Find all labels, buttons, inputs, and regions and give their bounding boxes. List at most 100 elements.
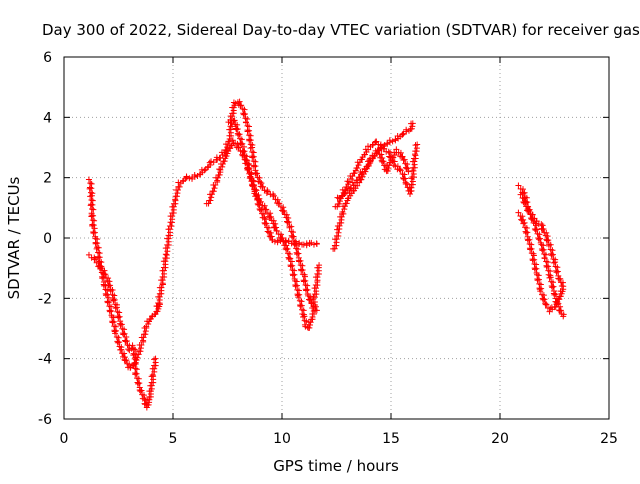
- data-point: [85, 251, 92, 258]
- data-point: [273, 227, 280, 234]
- data-point: [104, 291, 111, 298]
- data-point: [86, 185, 93, 192]
- data-point: [255, 201, 262, 208]
- data-point: [280, 238, 287, 245]
- data-point: [394, 133, 401, 140]
- data-point: [346, 186, 353, 193]
- data-point: [172, 193, 179, 200]
- y-tick-label: 4: [43, 110, 52, 126]
- data-point: [250, 163, 257, 170]
- data-point: [105, 282, 112, 289]
- data-point: [208, 194, 215, 201]
- data-point: [91, 256, 98, 263]
- data-point: [259, 184, 266, 191]
- y-tick-label: -4: [38, 352, 52, 368]
- data-point: [214, 177, 221, 184]
- data-point: [162, 251, 169, 258]
- data-point: [545, 242, 552, 249]
- data-point: [87, 202, 94, 209]
- data-point: [198, 166, 205, 173]
- data-point: [247, 173, 254, 180]
- data-point: [353, 177, 360, 184]
- series-rise-secondary: [203, 137, 323, 331]
- data-point: [126, 361, 133, 368]
- data-point: [257, 207, 264, 214]
- data-point: [162, 255, 169, 262]
- data-point: [274, 196, 281, 203]
- data-point: [85, 176, 92, 183]
- data-point: [249, 154, 256, 161]
- data-point: [90, 230, 97, 237]
- data-point: [224, 144, 231, 151]
- data-point: [551, 291, 558, 298]
- data-point: [95, 260, 102, 267]
- data-point: [535, 236, 542, 243]
- data-point: [227, 123, 234, 130]
- data-point: [311, 291, 318, 298]
- data-point: [409, 174, 416, 181]
- data-point: [284, 219, 291, 226]
- data-point: [289, 234, 296, 241]
- data-point: [206, 197, 213, 204]
- data-point: [264, 228, 271, 235]
- data-point: [300, 278, 307, 285]
- data-point: [313, 307, 320, 314]
- data-point: [235, 144, 242, 151]
- data-point: [244, 115, 251, 122]
- data-point: [400, 176, 407, 183]
- data-point: [408, 175, 415, 182]
- data-point: [261, 202, 268, 209]
- data-point: [106, 278, 113, 285]
- data-point: [209, 188, 216, 195]
- data-point: [263, 189, 270, 196]
- data-point: [159, 273, 166, 280]
- data-point: [546, 274, 553, 281]
- data-point: [520, 220, 527, 227]
- data-point: [278, 231, 285, 238]
- data-point: [279, 208, 286, 215]
- data-point: [310, 241, 317, 248]
- data-point: [164, 241, 171, 248]
- data-point: [525, 208, 532, 215]
- x-tick-label: 25: [600, 431, 618, 447]
- data-point: [87, 193, 94, 200]
- data-point: [267, 233, 274, 240]
- data-point: [397, 167, 404, 174]
- data-point: [264, 188, 271, 195]
- data-point: [373, 150, 380, 157]
- data-point: [402, 181, 409, 188]
- data-point: [240, 148, 247, 155]
- data-point: [175, 179, 182, 186]
- data-point: [331, 242, 338, 249]
- data-point: [170, 200, 177, 207]
- data-point: [532, 227, 539, 234]
- data-point: [519, 217, 526, 224]
- data-point: [248, 170, 255, 177]
- data-point: [412, 148, 419, 155]
- data-point: [400, 157, 407, 164]
- data-point: [537, 288, 544, 295]
- data-point: [121, 350, 128, 357]
- data-point: [314, 270, 321, 277]
- data-point: [141, 331, 148, 338]
- data-point: [300, 314, 307, 321]
- data-point: [138, 341, 145, 348]
- data-point: [225, 119, 232, 126]
- data-point: [515, 182, 522, 189]
- x-tick-label: 10: [273, 431, 291, 447]
- data-point: [355, 162, 362, 169]
- data-point: [230, 117, 237, 124]
- data-point: [88, 213, 95, 220]
- x-tick-label: 5: [169, 431, 178, 447]
- data-point: [294, 251, 301, 258]
- data-point: [155, 300, 162, 307]
- data-point: [541, 296, 548, 303]
- data-point: [117, 346, 124, 353]
- data-points: [85, 98, 567, 411]
- data-point: [262, 216, 269, 223]
- series-afternoon-track-b: [332, 138, 421, 210]
- data-point: [270, 193, 277, 200]
- x-tick-label: 20: [491, 431, 509, 447]
- series-inner-loop: [225, 117, 320, 249]
